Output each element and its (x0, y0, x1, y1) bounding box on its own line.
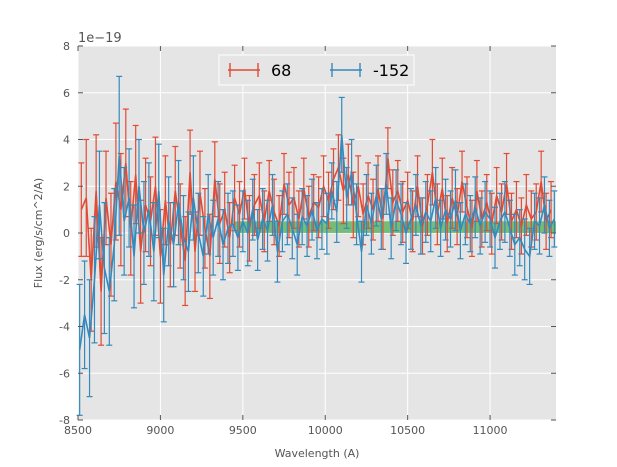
x-axis-label: Wavelength (A) (275, 447, 360, 460)
y-axis-label: Flux (erg/s/cm^2/A) (32, 178, 45, 288)
legend-entry: 68 (228, 61, 291, 80)
x-tick-label: 8500 (64, 424, 92, 437)
x-tick-label: 10000 (308, 424, 343, 437)
legend-label: 68 (271, 61, 291, 80)
uncertainty-band (234, 221, 556, 233)
x-tick-label: 10500 (390, 424, 425, 437)
series-line (80, 158, 552, 292)
band-rect (234, 221, 556, 233)
series-0 (78, 108, 555, 346)
y-tick-label: 0 (63, 227, 70, 240)
x-tick-label: 9000 (146, 424, 174, 437)
series-layer (76, 75, 558, 416)
y-tick-label: 4 (63, 134, 70, 147)
y-tick-label: -4 (59, 321, 70, 334)
legend: 68 -152 (218, 54, 415, 86)
y-offset-label: 1e−19 (78, 31, 122, 46)
x-tick-label: 11000 (473, 424, 508, 437)
legend-entry: -152 (330, 61, 409, 80)
x-tick-label: 9500 (229, 424, 257, 437)
y-tick-label: 8 (63, 40, 70, 53)
y-tick-label: 6 (63, 87, 70, 100)
y-tick-label: -2 (59, 274, 70, 287)
legend-label: -152 (373, 61, 409, 80)
y-tick-label: -8 (59, 414, 70, 427)
series-line (78, 134, 556, 350)
y-tick-label: 2 (63, 180, 70, 193)
y-tick-label: -6 (59, 367, 70, 380)
series-1 (76, 75, 558, 416)
